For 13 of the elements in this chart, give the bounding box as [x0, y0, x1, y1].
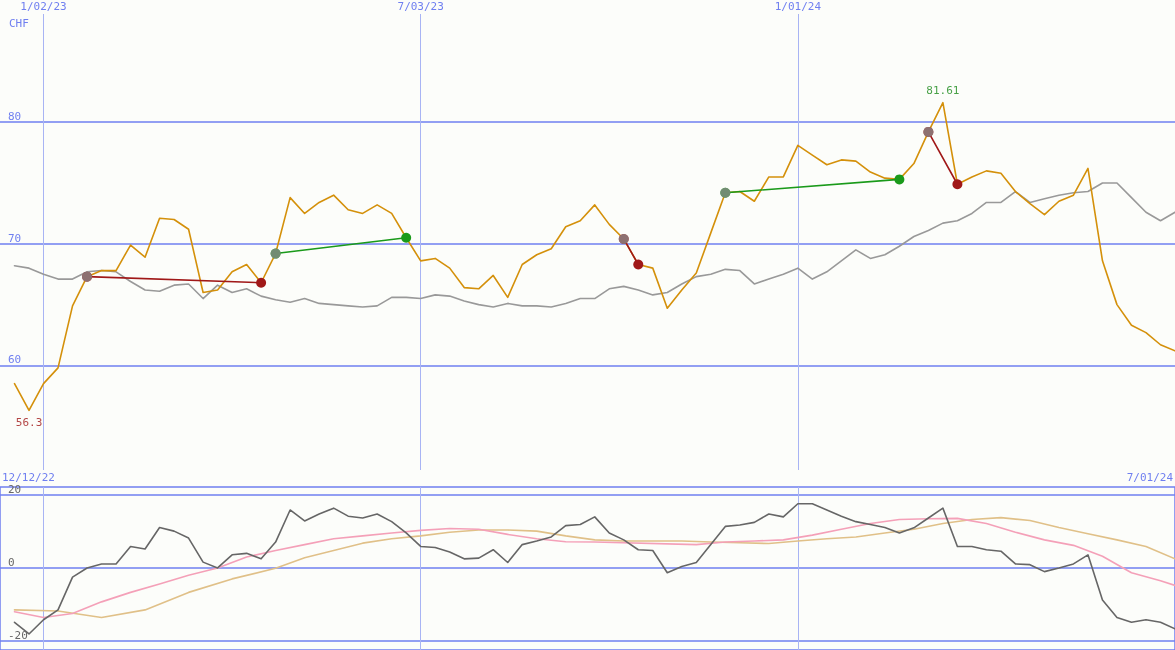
x-tick-label: 1/01/24 [774, 0, 822, 13]
x-tick-label: 1/02/23 [20, 0, 67, 13]
y-tick-label: 0 [8, 555, 15, 569]
y-tick-label: 70 [8, 231, 22, 245]
annotation: 81.61 [926, 84, 960, 98]
y-axis-title: CHF [9, 17, 29, 30]
y-tick-label: 80 [8, 110, 22, 124]
y-tick-label: -20 [8, 628, 28, 642]
text: 7/01/24 [1126, 471, 1174, 484]
annotation: 56.3 [15, 415, 43, 429]
x-tick-label: 7/03/23 [397, 0, 444, 13]
text: 12/12/22 [2, 471, 55, 484]
y-tick-label: 60 [8, 353, 22, 367]
